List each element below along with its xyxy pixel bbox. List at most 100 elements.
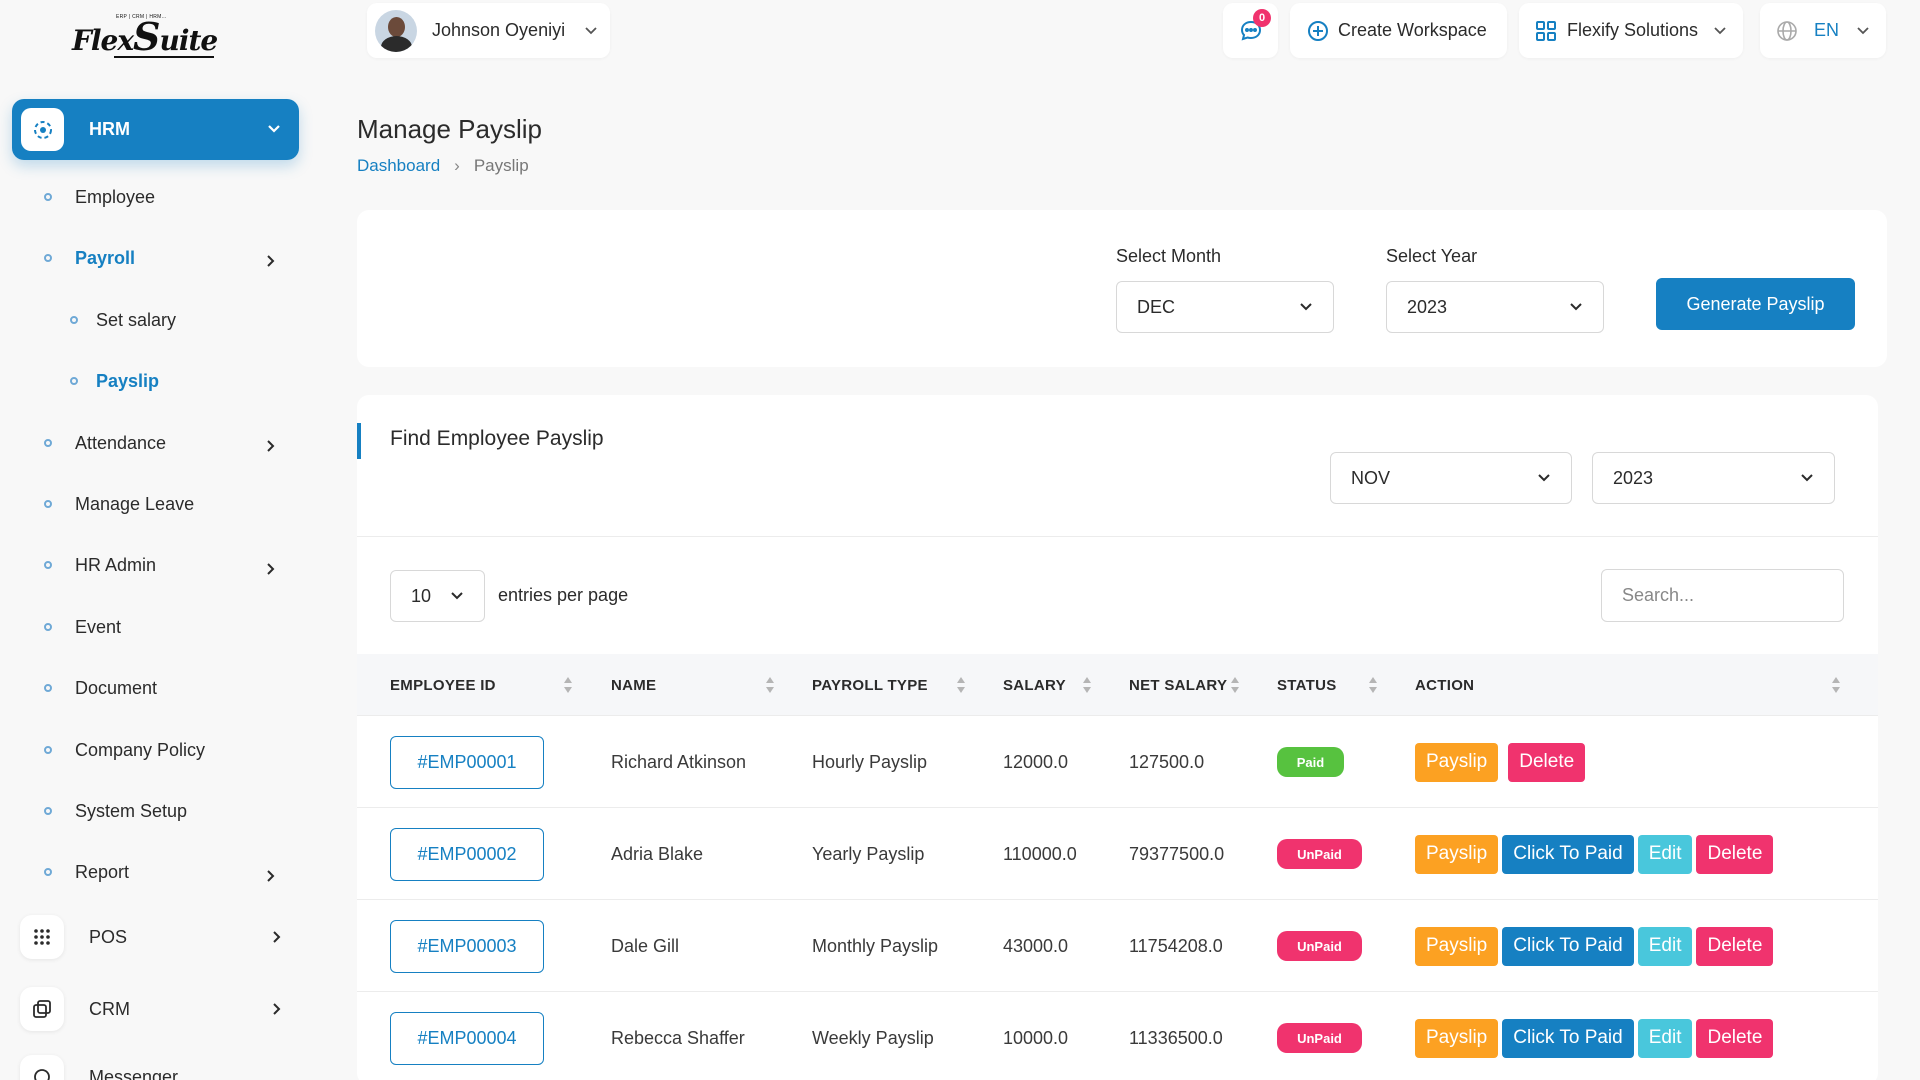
- column-header-action[interactable]: ACTION: [1415, 676, 1475, 694]
- status-badge: Paid: [1277, 747, 1344, 777]
- sidebar-item-payslip[interactable]: Payslip: [70, 366, 159, 396]
- sidebar-module-label: CRM: [89, 998, 130, 1019]
- sidebar-module-pos[interactable]: POS: [20, 914, 290, 960]
- chevron-down-icon: [585, 26, 597, 34]
- find-payslip-card: Find Employee Payslip NOV 2023 10 entrie…: [357, 395, 1878, 1080]
- column-header-payroll-type[interactable]: PAYROLL TYPE: [812, 676, 928, 694]
- payroll-type: Monthly Payslip: [812, 935, 939, 956]
- chevron-down-icon: [1801, 474, 1813, 482]
- employee-name: Richard Atkinson: [611, 751, 747, 772]
- sort-icon[interactable]: [1230, 676, 1240, 694]
- app-logo[interactable]: FlexSuite ERP | CRM | HRM...: [72, 14, 218, 59]
- filter-year-select[interactable]: 2023: [1592, 452, 1835, 504]
- user-menu[interactable]: Johnson Oyeniyi: [367, 3, 610, 58]
- payslip-button[interactable]: Payslip: [1415, 1018, 1499, 1058]
- bullet-icon: [44, 561, 52, 569]
- employee-id-button[interactable]: #EMP00003: [390, 919, 544, 973]
- chat-icon: [1240, 20, 1261, 41]
- notification-count-badge: 0: [1253, 9, 1271, 27]
- sidebar-item-document[interactable]: Document: [44, 673, 157, 703]
- click-to-paid-button[interactable]: Click To Paid: [1502, 1018, 1634, 1058]
- bullet-icon: [44, 868, 52, 876]
- sort-icon[interactable]: [1368, 676, 1378, 694]
- net-salary: 11336500.0: [1129, 1027, 1223, 1048]
- salary: 43000.0: [1003, 935, 1069, 956]
- sidebar-module-label: POS: [89, 926, 128, 947]
- payslip-button[interactable]: Payslip: [1415, 834, 1499, 874]
- bullet-icon: [44, 439, 52, 447]
- table-row: #EMP00002 Adria Blake Yearly Payslip 110…: [357, 808, 1878, 900]
- sort-icon[interactable]: [1082, 676, 1092, 694]
- sidebar-item-label: System Setup: [75, 800, 188, 821]
- notifications-button[interactable]: 0: [1223, 3, 1278, 58]
- sort-icon[interactable]: [956, 676, 966, 694]
- employee-id-button[interactable]: #EMP00001: [390, 735, 544, 789]
- sidebar-item-report[interactable]: Report: [44, 857, 129, 887]
- breadcrumb-home-link[interactable]: Dashboard: [357, 156, 441, 175]
- workspace-selector[interactable]: Flexify Solutions: [1519, 3, 1743, 58]
- create-workspace-button[interactable]: Create Workspace: [1290, 3, 1507, 58]
- year-select[interactable]: 2023: [1386, 281, 1604, 333]
- sidebar-module-messenger[interactable]: Messenger: [20, 1054, 290, 1080]
- sidebar-item-system-setup[interactable]: System Setup: [44, 796, 187, 826]
- search-input[interactable]: [1601, 569, 1844, 622]
- employee-id-button[interactable]: #EMP00002: [390, 827, 544, 881]
- chevron-right-icon: ›: [454, 156, 460, 175]
- title-accent-bar: [357, 423, 361, 459]
- column-header-name[interactable]: NAME: [611, 676, 657, 694]
- employee-id-button[interactable]: #EMP00004: [390, 1011, 544, 1065]
- sidebar-item-label: Event: [75, 616, 122, 637]
- edit-button[interactable]: Edit: [1637, 834, 1693, 874]
- sidebar-module-label: Messenger: [89, 1066, 179, 1080]
- sidebar-module-hrm[interactable]: HRM: [12, 99, 299, 160]
- sidebar-module-crm[interactable]: CRM: [20, 986, 290, 1032]
- plus-circle-icon: [1308, 20, 1328, 41]
- sidebar-item-set-salary[interactable]: Set salary: [70, 305, 176, 335]
- month-select[interactable]: DEC: [1116, 281, 1334, 333]
- sidebar-item-label: Manage Leave: [75, 493, 195, 514]
- chevron-right-icon: [266, 439, 276, 458]
- edit-button[interactable]: Edit: [1637, 926, 1693, 966]
- net-salary: 79377500.0: [1129, 843, 1225, 864]
- avatar: [375, 9, 417, 52]
- column-header-salary[interactable]: SALARY: [1003, 676, 1066, 694]
- salary: 12000.0: [1003, 751, 1069, 772]
- filter-month-select[interactable]: NOV: [1330, 452, 1572, 504]
- sidebar-item-label: Payslip: [96, 370, 160, 391]
- column-header-employee-id[interactable]: EMPLOYEE ID: [390, 676, 496, 694]
- language-selector[interactable]: EN: [1760, 3, 1886, 58]
- payslip-button[interactable]: Payslip: [1415, 926, 1499, 966]
- sidebar-item-payroll[interactable]: Payroll: [44, 243, 135, 273]
- sidebar-item-company-policy[interactable]: Company Policy: [44, 735, 205, 765]
- generate-payslip-button[interactable]: Generate Payslip: [1656, 278, 1855, 330]
- status-badge: UnPaid: [1277, 931, 1362, 961]
- delete-button[interactable]: Delete: [1696, 834, 1774, 874]
- sidebar-item-attendance[interactable]: Attendance: [44, 428, 166, 458]
- payroll-type: Yearly Payslip: [812, 843, 925, 864]
- sidebar-item-event[interactable]: Event: [44, 612, 121, 642]
- bullet-icon: [44, 193, 52, 201]
- entries-per-page-select[interactable]: 10: [390, 570, 485, 622]
- sidebar: FlexSuite ERP | CRM | HRM... HRM Employe…: [0, 0, 312, 1080]
- sort-icon[interactable]: [765, 676, 775, 694]
- messenger-icon: [20, 1055, 64, 1080]
- column-header-net-salary[interactable]: NET SALARY: [1129, 676, 1228, 694]
- click-to-paid-button[interactable]: Click To Paid: [1502, 834, 1634, 874]
- payroll-type: Hourly Payslip: [812, 751, 928, 772]
- sidebar-item-manage-leave[interactable]: Manage Leave: [44, 489, 194, 519]
- column-header-status[interactable]: STATUS: [1277, 676, 1337, 694]
- payslip-button[interactable]: Payslip: [1415, 742, 1499, 782]
- bullet-icon: [44, 254, 52, 262]
- delete-button[interactable]: Delete: [1696, 1018, 1774, 1058]
- sidebar-item-hr-admin[interactable]: HR Admin: [44, 550, 156, 580]
- delete-button[interactable]: Delete: [1696, 926, 1774, 966]
- sort-icon[interactable]: [563, 676, 573, 694]
- sort-icon[interactable]: [1831, 676, 1841, 694]
- edit-button[interactable]: Edit: [1637, 1018, 1693, 1058]
- hrm-icon: [21, 108, 64, 151]
- globe-icon: [1777, 20, 1797, 41]
- sidebar-item-label: HR Admin: [75, 554, 157, 575]
- delete-button[interactable]: Delete: [1508, 742, 1586, 782]
- sidebar-item-employee[interactable]: Employee: [44, 182, 155, 212]
- click-to-paid-button[interactable]: Click To Paid: [1502, 926, 1634, 966]
